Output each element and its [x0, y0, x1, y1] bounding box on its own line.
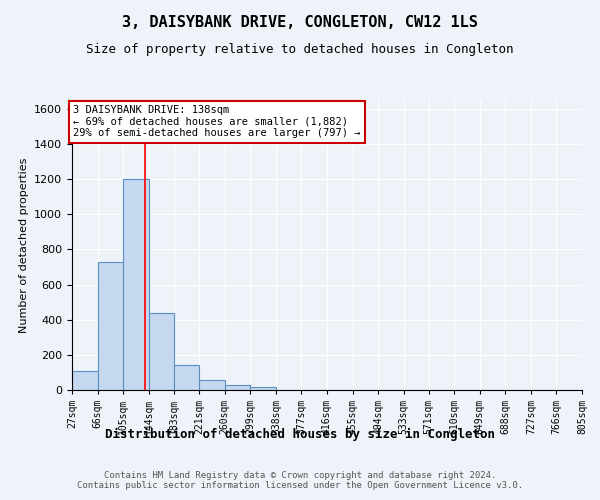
Bar: [98, 262, 123, 390]
Text: Contains HM Land Registry data © Crown copyright and database right 2024.
Contai: Contains HM Land Registry data © Crown c…: [77, 470, 523, 490]
Bar: [123, 179, 149, 390]
Bar: [250, 388, 276, 390]
Bar: [149, 312, 174, 390]
Bar: [225, 384, 250, 390]
Y-axis label: Number of detached properties: Number of detached properties: [19, 158, 29, 332]
Text: 3 DAISYBANK DRIVE: 138sqm
← 69% of detached houses are smaller (1,882)
29% of se: 3 DAISYBANK DRIVE: 138sqm ← 69% of detac…: [73, 106, 361, 138]
Text: 3, DAISYBANK DRIVE, CONGLETON, CW12 1LS: 3, DAISYBANK DRIVE, CONGLETON, CW12 1LS: [122, 15, 478, 30]
Bar: [199, 380, 225, 390]
Bar: [174, 364, 199, 390]
Text: Size of property relative to detached houses in Congleton: Size of property relative to detached ho…: [86, 42, 514, 56]
Text: Distribution of detached houses by size in Congleton: Distribution of detached houses by size …: [105, 428, 495, 440]
Bar: [72, 370, 98, 390]
